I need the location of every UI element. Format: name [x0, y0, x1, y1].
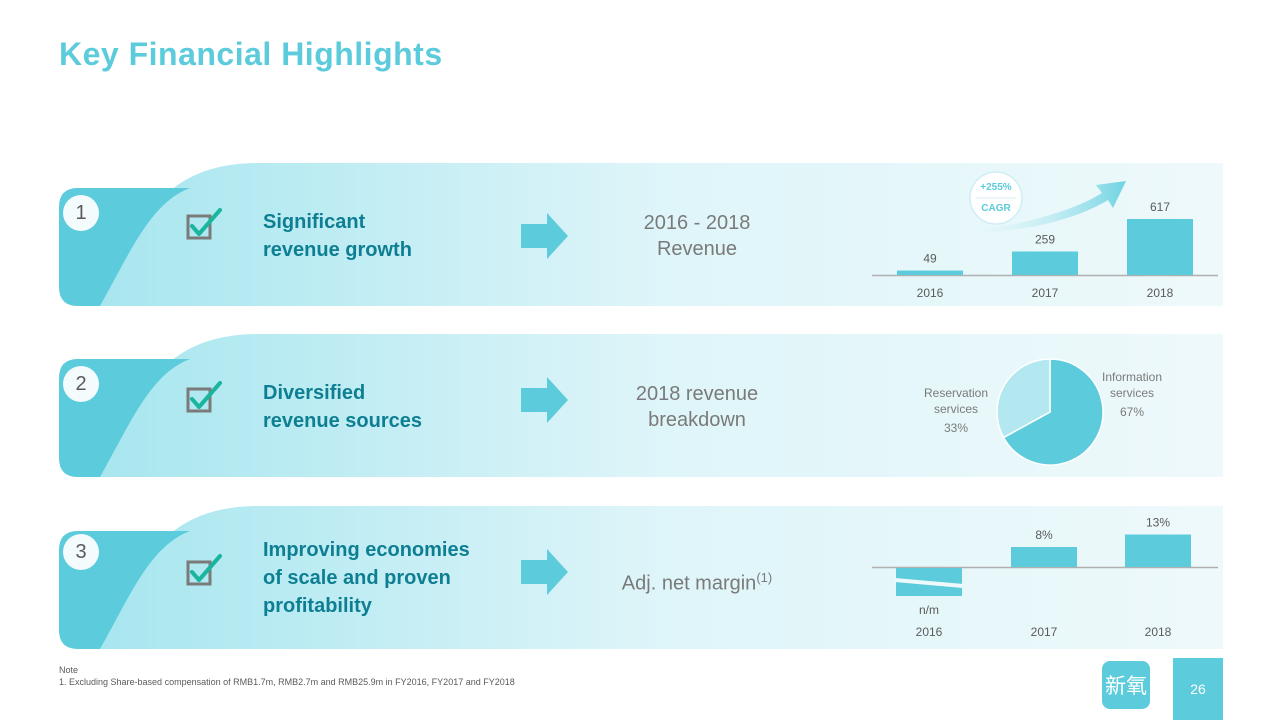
row-heading: Significant revenue growth [263, 208, 412, 264]
revenue-bar-chart: +255% CAGR 49 2016 259 2017 617 2018 [872, 171, 1218, 300]
bar-data-label: 8% [1035, 528, 1053, 542]
heading-line: Significant [263, 211, 366, 233]
metric-line: breakdown [648, 409, 746, 431]
margin-bar [1011, 547, 1077, 567]
page-title: Key Financial Highlights [59, 36, 443, 72]
cagr-value: +255% [980, 182, 1012, 193]
bar-data-label: 259 [1035, 232, 1055, 246]
heading-line: revenue sources [263, 410, 422, 432]
metric-line: 2018 revenue [635, 383, 759, 405]
pie-slice-label: Reservation [924, 386, 988, 400]
pie-slice [1002, 358, 1104, 466]
revenue-bar [1012, 251, 1078, 275]
metric-label: 2018 revenue breakdown [577, 381, 817, 433]
bar-data-label: 13% [1146, 516, 1170, 530]
pie-slice [996, 358, 1051, 439]
company-logo: 新氧 [1102, 661, 1150, 709]
x-tick-label: 2017 [1031, 625, 1058, 639]
revenue-bar [897, 270, 963, 275]
net-margin-bar-chart: n/m 2016 8% 2017 13% 2018 [872, 516, 1218, 639]
pie-slice-label: Information [1102, 370, 1162, 384]
highlight-row-3: 3 Improving economies of scale and prove… [0, 506, 1280, 649]
row-heading: Improving economies of scale and proven … [263, 536, 470, 620]
x-tick-label: 2017 [1032, 286, 1059, 300]
right-arrow-icon [521, 549, 568, 595]
heading-line: profitability [263, 595, 372, 617]
not-meaningful-bar [894, 568, 964, 596]
footnote-label: Note [59, 665, 79, 675]
heading-line: revenue growth [263, 239, 412, 261]
footnote-text: 1. Excluding Share-based compensation of… [59, 677, 515, 687]
row-number-badge: 1 [63, 195, 99, 231]
row-number-badge: 2 [63, 366, 99, 402]
cagr-label: CAGR [981, 203, 1011, 214]
metric-label: 2016 - 2018 Revenue [577, 210, 817, 262]
metric-line: 2016 - 2018 [643, 212, 751, 234]
bar-data-label: n/m [919, 603, 939, 617]
checkbox-check-icon [186, 554, 222, 586]
pie-value-label: 33% [944, 421, 968, 435]
revenue-breakdown-pie-chart: Information services 67% Reservation service… [924, 358, 1162, 466]
pie-slice-label: services [1110, 386, 1154, 400]
x-tick-label: 2018 [1145, 625, 1172, 639]
row-number-badge: 3 [63, 534, 99, 570]
heading-line: Diversified [263, 382, 366, 404]
bar-data-label: 49 [923, 252, 937, 266]
margin-bar [1125, 534, 1191, 567]
highlight-row-1: 1 Significant revenue growth 2016 - 2018… [0, 163, 1280, 306]
pie-value-label: 67% [1120, 405, 1144, 419]
right-arrow-icon [521, 213, 568, 259]
checkbox-check-icon [186, 208, 222, 240]
footnote-marker: (1) [756, 570, 773, 585]
metric-text: Adj. net margin [621, 572, 757, 595]
pie-slice-label: services [934, 402, 978, 416]
right-arrow-icon [521, 377, 568, 423]
axis-break-mark [894, 578, 964, 588]
x-tick-label: 2018 [1147, 286, 1174, 300]
revenue-bar [1127, 219, 1193, 275]
footnote: Note 1. Excluding Share-based compensati… [59, 664, 515, 688]
bar-data-label: 617 [1150, 200, 1170, 214]
heading-line: of scale and proven [263, 567, 451, 589]
growth-arrow-icon [940, 181, 1126, 235]
x-tick-label: 2016 [917, 286, 944, 300]
row-heading: Diversified revenue sources [263, 379, 422, 435]
metric-line: Revenue [656, 238, 738, 260]
page-number: 26 [1173, 658, 1223, 720]
checkbox-check-icon [186, 381, 222, 413]
x-tick-label: 2016 [916, 625, 943, 639]
heading-line: Improving economies [263, 539, 470, 561]
highlight-row-2: 2 Diversified revenue sources 2018 reven… [0, 334, 1280, 477]
metric-label: Adj. net margin(1) [577, 565, 817, 597]
